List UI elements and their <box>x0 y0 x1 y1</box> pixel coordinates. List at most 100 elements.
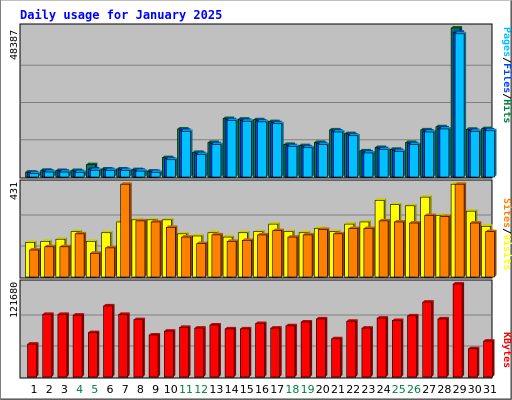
bar-kbytes-day-13 <box>209 323 221 378</box>
bar-pages-day-24 <box>378 147 391 178</box>
bar-pages-day-4 <box>74 170 87 178</box>
day-label-1: 1 <box>31 383 38 396</box>
bar-pages-day-10 <box>166 157 178 178</box>
panel-bottom-max-label: 121680 <box>9 282 20 318</box>
day-label-10: 10 <box>164 383 178 396</box>
bar-pages-day-26 <box>409 142 421 178</box>
bar-kbytes-day-27 <box>422 300 434 378</box>
bar-pages-day-14 <box>226 118 239 178</box>
bar-sites-day-8 <box>135 218 147 278</box>
bar-pages-day-13 <box>211 142 223 178</box>
legend-sites: Sites <box>501 198 512 228</box>
panel-top-max-label: 48387 <box>9 30 20 60</box>
bar-kbytes-day-24 <box>376 316 389 378</box>
bar-pages-day-8 <box>135 169 147 178</box>
bar-sites-day-29 <box>454 182 467 278</box>
bar-sites-day-4 <box>74 231 87 278</box>
bar-pages-day-19 <box>302 145 315 178</box>
day-label-15: 15 <box>240 383 254 396</box>
bar-pages-day-7 <box>120 168 132 178</box>
panel-middle-max-label: 431 <box>9 182 20 200</box>
day-label-31: 31 <box>483 383 497 396</box>
bar-sites-day-21 <box>333 231 345 278</box>
bar-pages-day-30 <box>469 129 482 178</box>
bar-sites-day-26 <box>409 221 421 278</box>
bar-pages-day-11 <box>181 129 193 178</box>
panel-top-legend: Pages/Files/Hits <box>501 27 512 123</box>
day-label-9: 9 <box>152 383 159 396</box>
bar-kbytes-day-11 <box>179 325 191 378</box>
bar-sites-day-20 <box>317 227 330 278</box>
bar-kbytes-day-26 <box>407 313 419 378</box>
bar-kbytes-day-18 <box>285 323 297 378</box>
bar-pages-day-6 <box>105 168 117 178</box>
bar-pages-day-27 <box>424 130 436 178</box>
bar-kbytes-day-19 <box>300 319 313 378</box>
bar-sites-day-13 <box>211 232 223 278</box>
day-label-25: 25 <box>392 383 406 396</box>
bar-kbytes-day-10 <box>164 329 176 378</box>
day-label-24: 24 <box>377 383 391 396</box>
day-labels: 1 2 3 4 5 6 7 8 9 10 11 12 13 14 15 16 17 18 19 20 21 22 23 24 2… <box>31 383 498 396</box>
bar-pages-day-5 <box>90 168 102 178</box>
day-label-8: 8 <box>137 383 144 396</box>
day-label-16: 16 <box>255 383 269 396</box>
day-label-2: 2 <box>46 383 53 396</box>
day-label-13: 13 <box>209 383 223 396</box>
bar-sites-day-15 <box>242 238 254 278</box>
legend-files: Files <box>501 63 512 93</box>
bar-sites-day-16 <box>257 232 269 278</box>
bar-sites-day-10 <box>166 225 178 278</box>
bar-sites-day-23 <box>363 226 375 278</box>
bar-kbytes-day-29 <box>452 282 465 378</box>
bar-sites-day-11 <box>181 235 193 278</box>
day-label-22: 22 <box>346 383 360 396</box>
bar-sites-day-9 <box>150 219 163 278</box>
bar-kbytes-day-14 <box>224 326 237 378</box>
bar-kbytes-day-22 <box>346 319 358 378</box>
day-label-27: 27 <box>422 383 436 396</box>
bar-pages-day-25 <box>393 149 406 178</box>
bar-pages-day-2 <box>44 170 56 178</box>
bar-kbytes-day-16 <box>255 321 267 378</box>
bar-sites-day-25 <box>393 219 406 278</box>
day-label-26: 26 <box>407 383 421 396</box>
bar-sites-day-5 <box>90 251 102 278</box>
panel-bottom: 121680 KBytes <box>9 279 512 379</box>
bar-sites-day-6 <box>105 245 117 278</box>
bar-kbytes-day-31 <box>483 339 495 378</box>
panel-bottom-legend: KBytes <box>501 332 512 368</box>
bar-sites-day-1 <box>29 248 41 278</box>
day-label-14: 14 <box>225 383 239 396</box>
bar-sites-day-12 <box>196 241 208 278</box>
bar-sites-day-7 <box>120 182 132 278</box>
bar-pages-day-29 <box>454 31 467 178</box>
legend-pages: Pages <box>501 27 512 57</box>
chart-title: Daily usage for January 2025 <box>20 8 222 22</box>
bar-sites-day-14 <box>226 239 239 278</box>
day-label-21: 21 <box>331 383 345 396</box>
day-label-28: 28 <box>437 383 451 396</box>
bar-pages-day-23 <box>363 150 375 178</box>
day-label-18: 18 <box>285 383 299 396</box>
bar-sites-day-17 <box>272 228 284 278</box>
bar-kbytes-day-2 <box>42 312 54 378</box>
day-label-7: 7 <box>122 383 129 396</box>
bar-pages-day-15 <box>242 119 254 178</box>
bar-pages-day-16 <box>257 119 269 178</box>
bar-sites-day-30 <box>469 221 482 278</box>
bar-sites-day-28 <box>439 214 451 278</box>
bar-pages-day-17 <box>272 121 284 178</box>
day-label-4: 4 <box>76 383 83 396</box>
bar-pages-day-3 <box>59 170 71 178</box>
bar-kbytes-day-23 <box>361 326 373 378</box>
bar-kbytes-day-17 <box>270 326 282 378</box>
day-label-11: 11 <box>179 383 193 396</box>
legend-sep-2: / <box>501 93 512 99</box>
panel-middle-legend: Sites/Visits <box>501 198 512 270</box>
bar-pages-day-31 <box>485 128 497 178</box>
bar-kbytes-day-6 <box>103 303 115 378</box>
legend-sep-1: / <box>501 57 512 63</box>
bar-kbytes-day-15 <box>240 326 252 378</box>
bar-pages-day-1 <box>29 171 41 178</box>
